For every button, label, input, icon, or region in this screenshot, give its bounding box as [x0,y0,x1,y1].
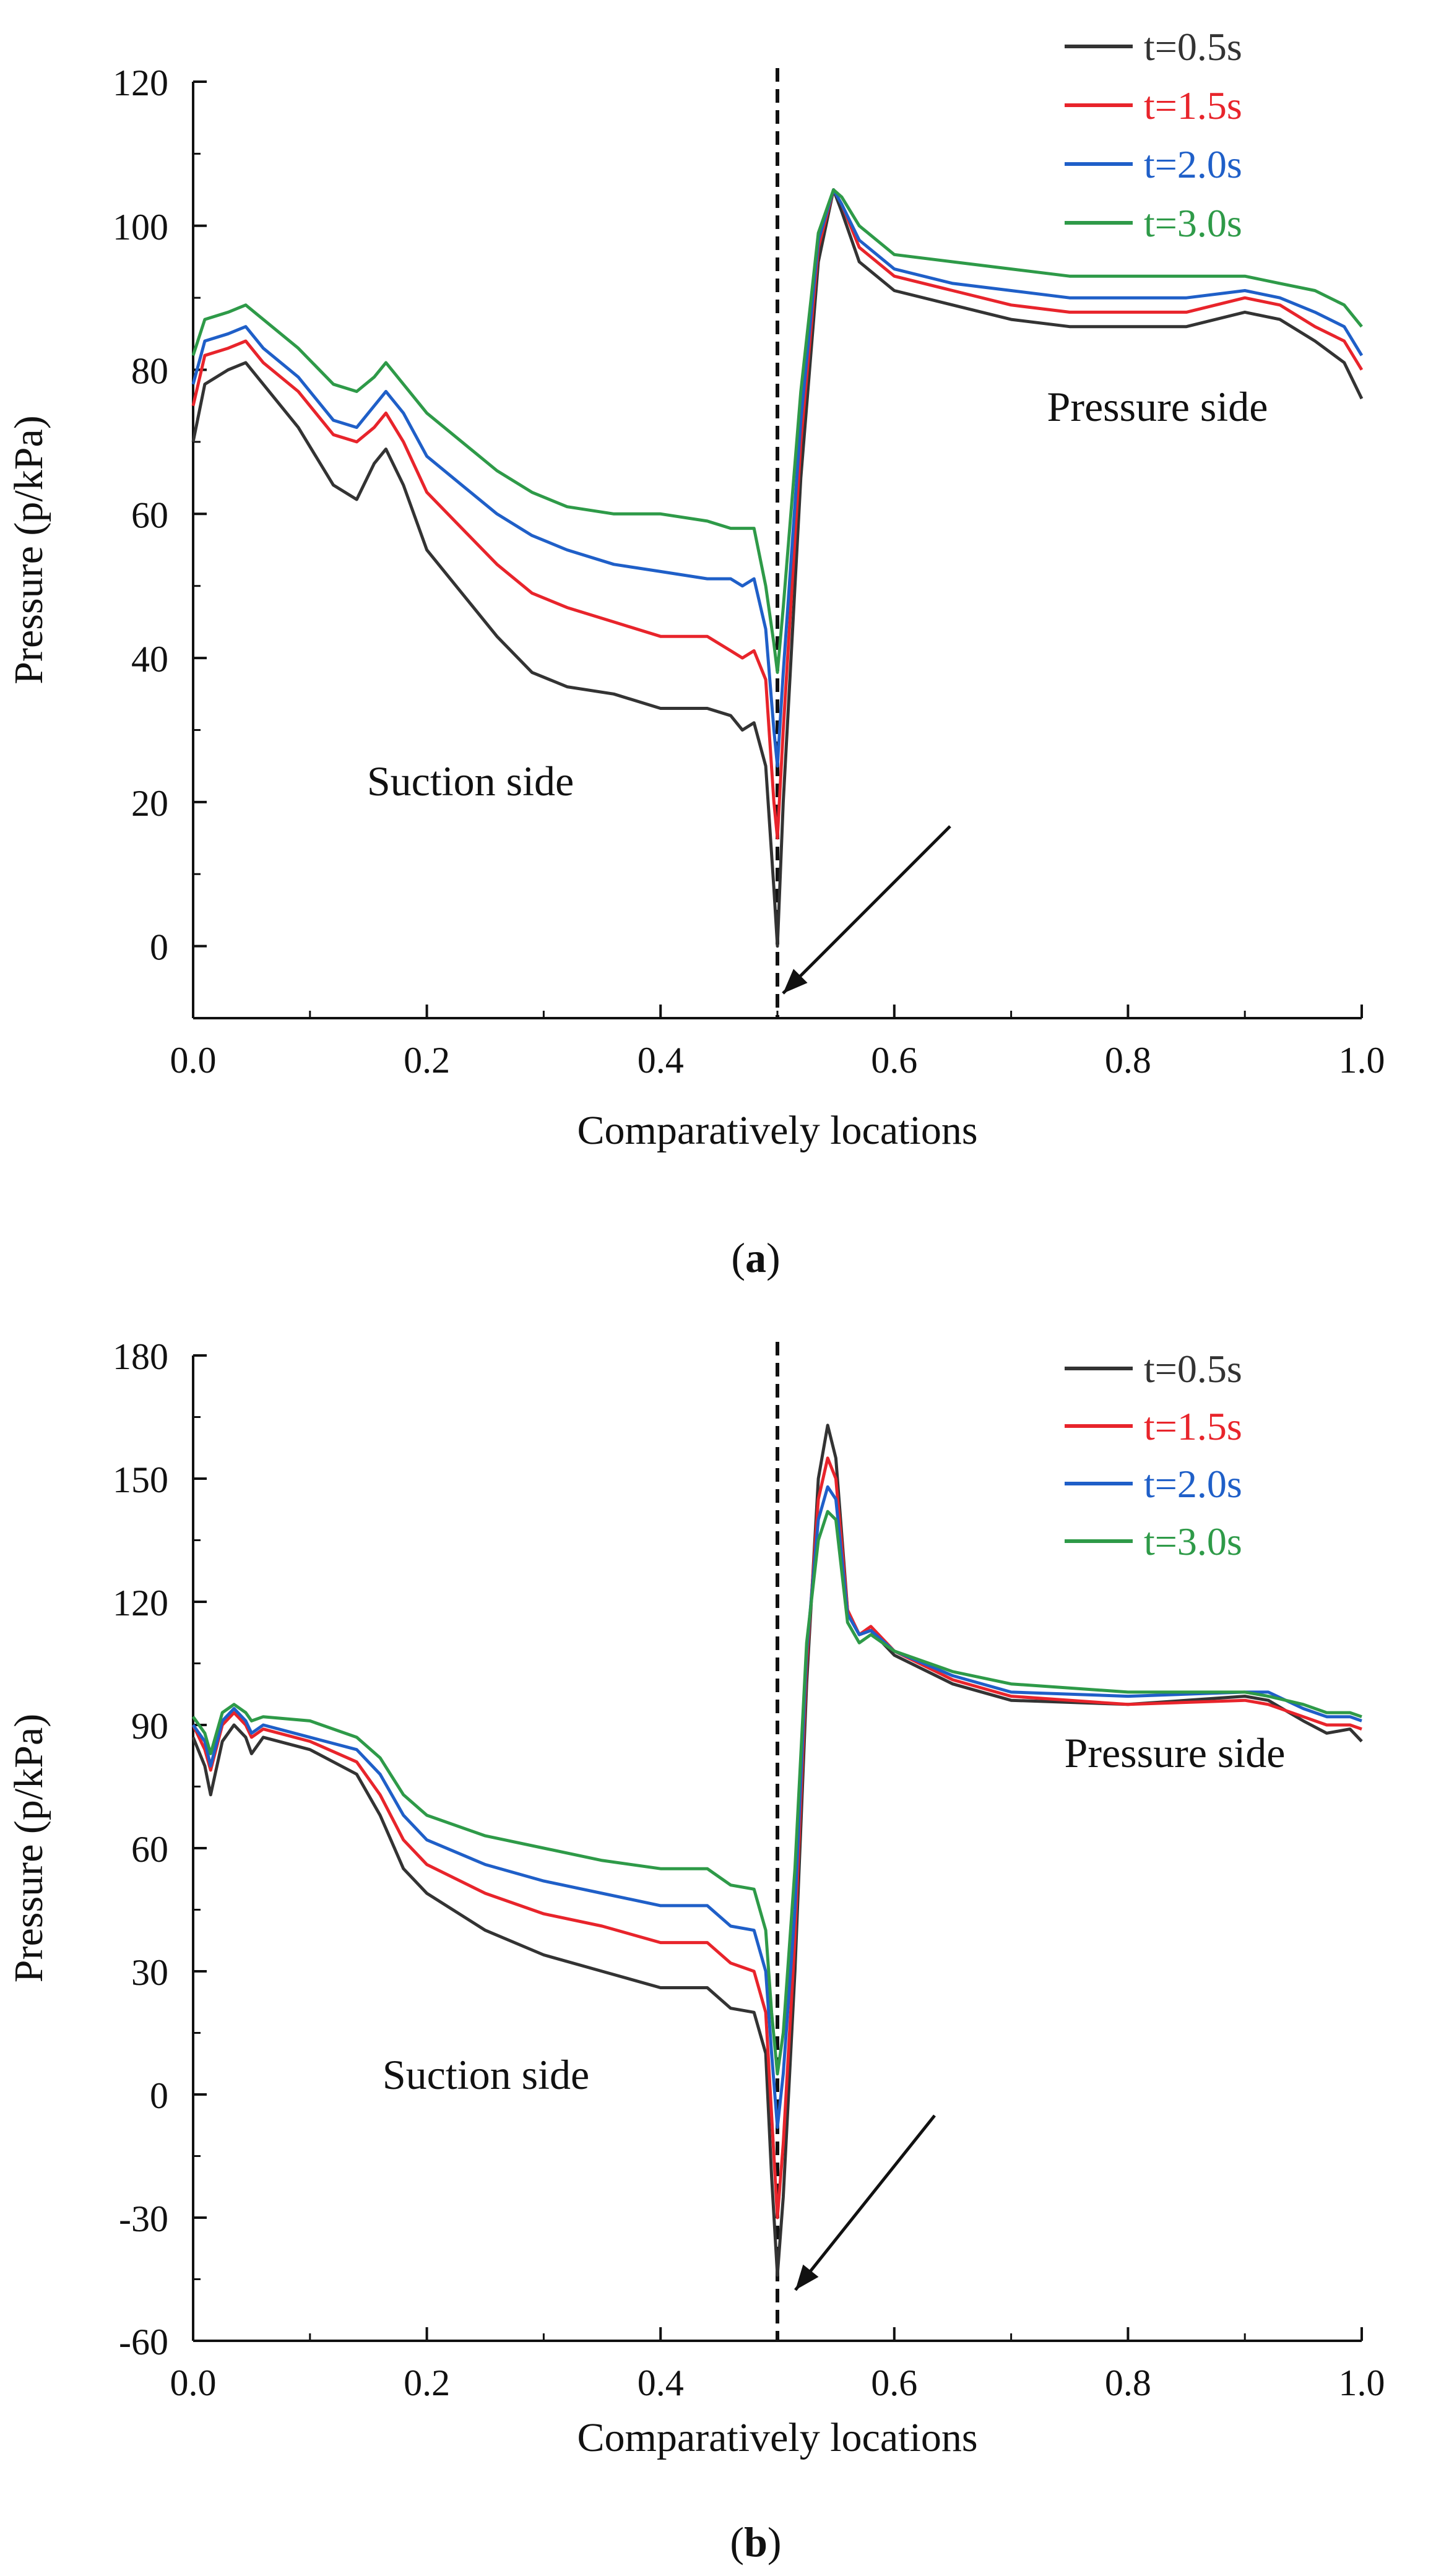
series-line-t-1-5s [191,188,1364,840]
series-line-t-2-0s [191,188,1364,768]
panel-caption: (b) [730,2518,781,2565]
series-line-t-2-0s [191,1485,1362,2129]
series-line-t-1-5s [191,1456,1362,2219]
x-tick-label: 0.2 [404,1040,450,1081]
annotation-suction-side: Suction side [383,2051,589,2098]
y-axis-title: Pressure (p/kPa) [6,1714,51,1982]
x-tick-label: 0.6 [871,1040,917,1081]
legend-label: t=0.5s [1144,25,1242,69]
y-tick-label: -30 [119,2198,168,2239]
y-tick-label: 180 [113,1336,168,1377]
annotation-pressure-side: Pressure side [1065,1729,1286,1776]
legend-label: t=3.0s [1144,201,1242,245]
y-tick-label: 20 [131,783,168,824]
chart-panel-b: -60 -30 0 30 60 90 120 150 180 0.0 0.2 0.4 0.6 0.8 1.0… [6,1336,1385,2565]
y-tick-label: 100 [113,207,168,248]
y-tick-label: 60 [131,495,168,535]
annotation-arrow-line [794,2114,936,2291]
y-tick-label: 30 [131,1952,168,1993]
y-tick-label: 80 [131,351,168,392]
legend-label: t=1.5s [1144,84,1242,128]
y-tick-label: 90 [131,1706,168,1747]
legend-label: t=2.0s [1144,142,1242,186]
y-tick-label: 0 [150,2075,168,2116]
y-tick-label: 60 [131,1829,168,1870]
x-tick-label: 0.0 [170,1040,217,1081]
annotation-pressure-side: Pressure side [1047,383,1268,430]
y-tick-label: -60 [119,2322,168,2362]
panel-caption: (a) [731,1234,780,1281]
y-axis-title: Pressure (p/kPa) [6,415,51,684]
legend-label: t=0.5s [1144,1347,1242,1391]
y-tick-label: 150 [113,1459,168,1500]
x-tick-label: 0.8 [1105,2362,1151,2403]
x-tick-label: 0.8 [1105,1040,1151,1081]
chart-panel-a: 0 20 40 60 80 100 120 0.0 0.2 0.4 0.6 0.8 1.0 Pressur… [6,25,1385,1281]
y-tick-label: 0 [150,927,168,968]
x-tick-label: 0.4 [638,1040,684,1081]
x-tick-label: 0.4 [638,2362,684,2403]
annotation-arrow-line [782,825,951,995]
annotation-arrow-head [783,969,808,993]
series-line-t-0-5s [191,188,1364,948]
legend-label: t=3.0s [1144,1519,1242,1563]
x-tick-label: 0.0 [170,2362,217,2403]
series-line-t-0-5s [191,1424,1363,2277]
x-tick-label: 1.0 [1339,1040,1385,1081]
x-axis-title: Comparatively locations [577,1108,977,1153]
legend-label: t=1.5s [1144,1404,1242,1448]
series-line-t-3-0s [191,188,1363,674]
series-line-t-3-0s [191,1510,1362,2076]
y-tick-label: 40 [131,639,168,680]
y-tick-label: 120 [113,1583,168,1623]
annotation-suction-side: Suction side [367,758,574,805]
annotation-arrow-head [795,2264,819,2290]
legend-label: t=2.0s [1144,1462,1242,1506]
y-tick-label: 120 [113,63,168,103]
x-tick-label: 1.0 [1339,2362,1385,2403]
x-tick-label: 0.2 [404,2362,450,2403]
x-axis-title: Comparatively locations [577,2415,977,2460]
x-tick-label: 0.6 [871,2362,917,2403]
